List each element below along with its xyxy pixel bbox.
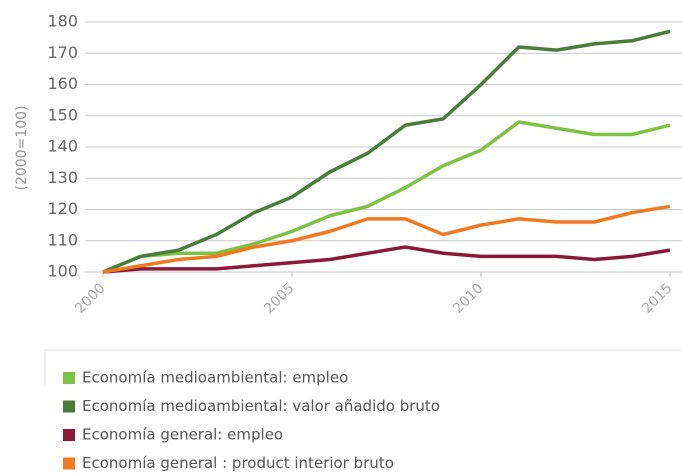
x-tick-label: 2015 <box>639 280 676 317</box>
legend-label: Economía medioambiental: empleo <box>82 369 348 387</box>
y-tick-label: 180 <box>47 12 78 31</box>
y-tick-label: 120 <box>47 199 78 218</box>
series-line <box>102 120 671 274</box>
y-tick-label: 160 <box>47 74 78 93</box>
legend-swatch <box>63 372 75 384</box>
y-tick-label: 110 <box>47 230 78 249</box>
x-tick-label: 2010 <box>450 280 487 317</box>
series-line <box>102 204 671 274</box>
y-tick-label: 100 <box>47 262 78 281</box>
x-tick-label: 2005 <box>261 280 298 317</box>
series-line <box>102 29 671 274</box>
y-tick-label: 130 <box>47 168 78 187</box>
legend-label: Economía medioambiental: valor añadido b… <box>82 397 440 415</box>
y-tick-label: 170 <box>47 43 78 62</box>
legend-label: Economía general: empleo <box>82 426 283 444</box>
y-tick-label: 140 <box>47 137 78 156</box>
legend-swatch <box>63 429 75 441</box>
legend-label: Economía general : product interior brut… <box>82 454 394 472</box>
legend-swatch <box>63 457 75 470</box>
series-line <box>102 245 671 274</box>
y-axis-label: (2000=100) <box>14 105 30 190</box>
x-tick-label: 2000 <box>72 280 109 317</box>
y-tick-label: 150 <box>47 105 78 124</box>
legend-swatch <box>63 400 75 413</box>
